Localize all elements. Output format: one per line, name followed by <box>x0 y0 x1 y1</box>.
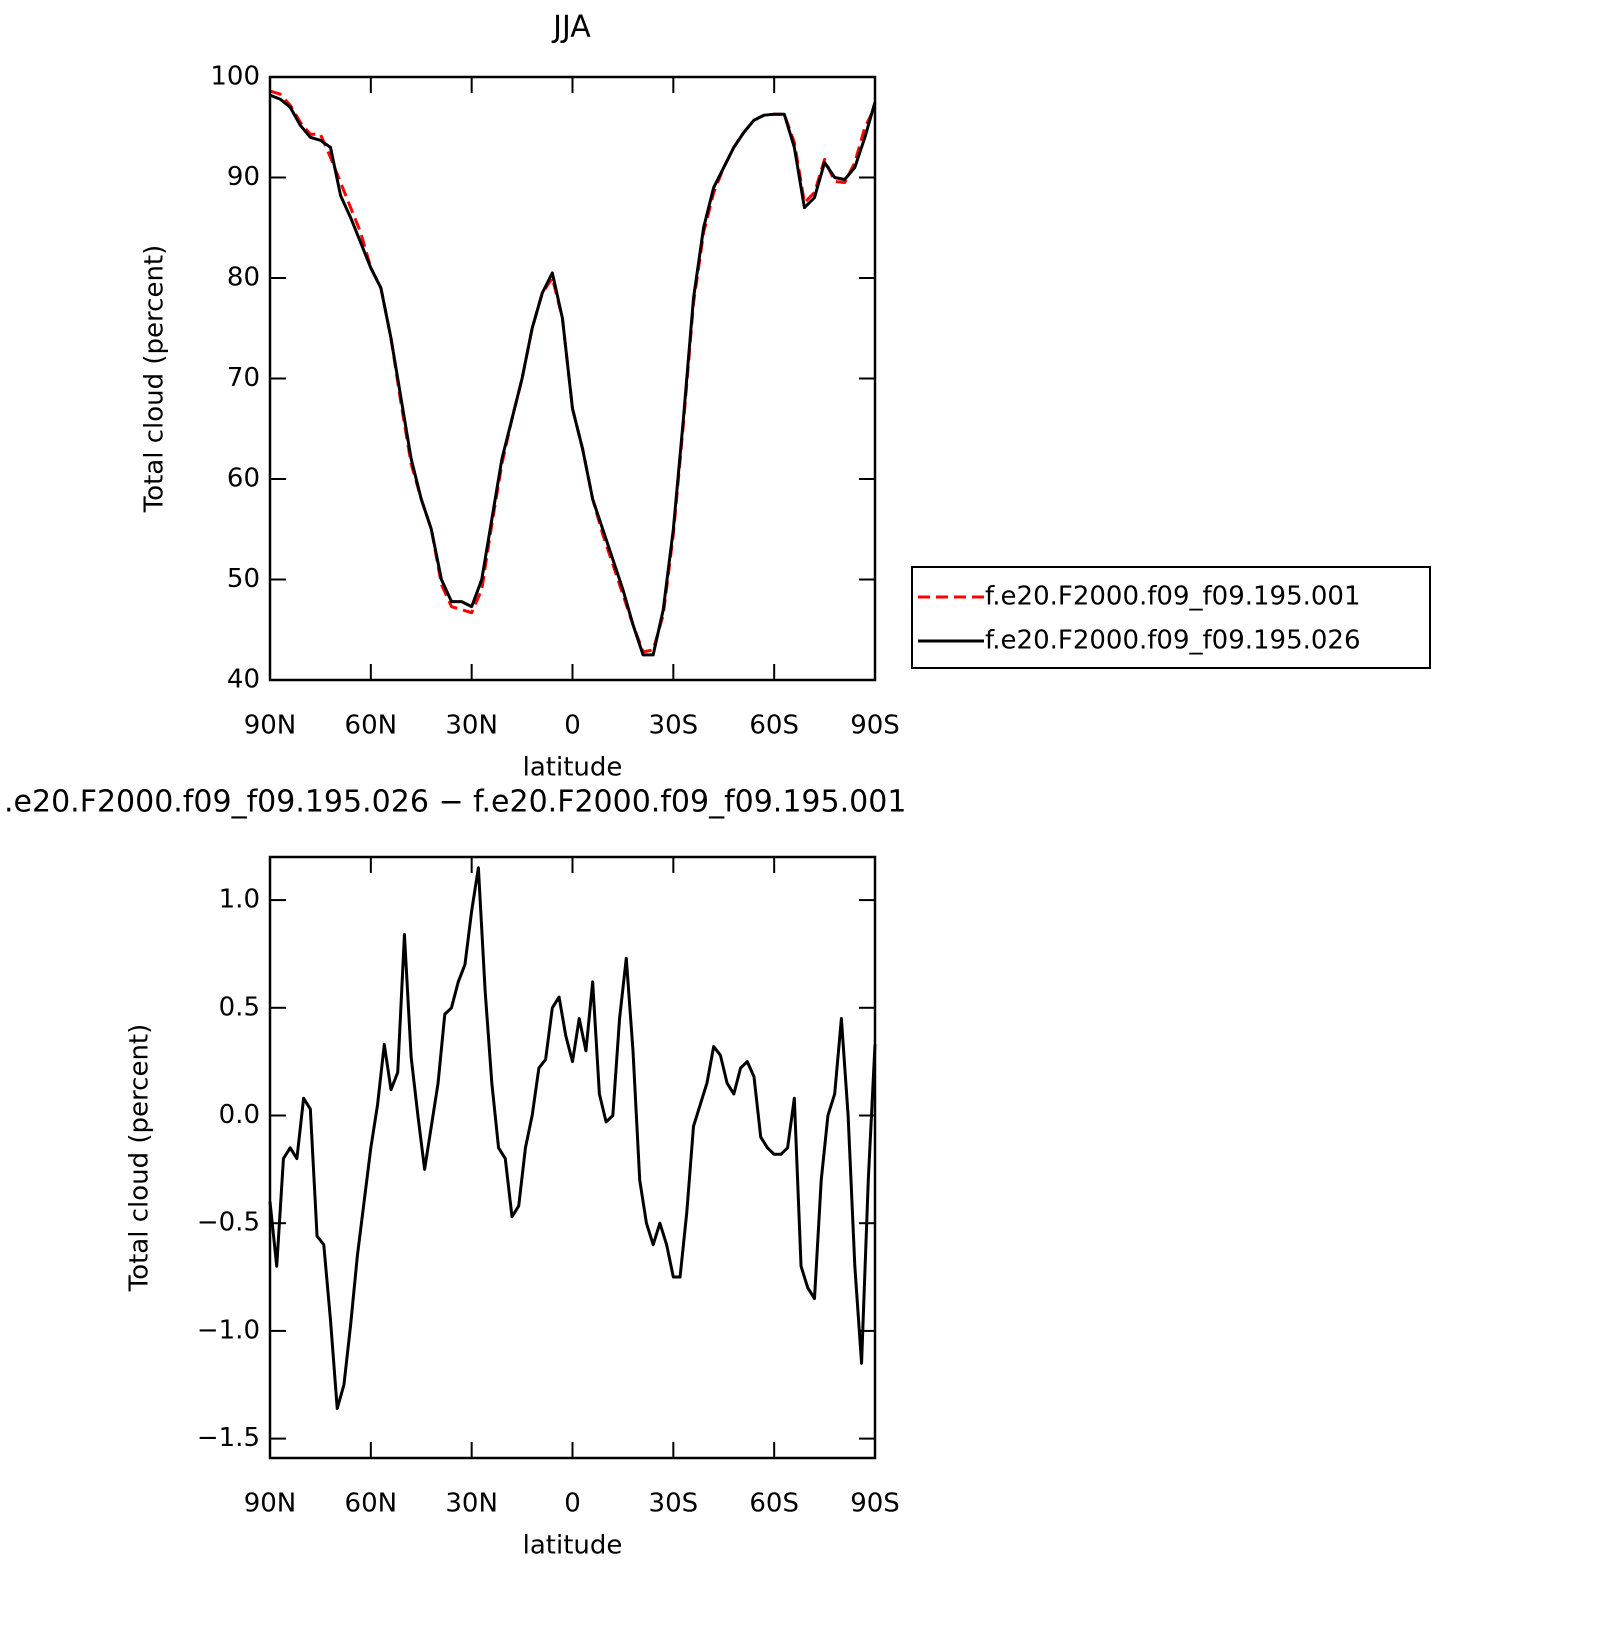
x-tick-label: 60S <box>749 1489 799 1519</box>
data-line <box>269 93 877 657</box>
x-tick-label: 30S <box>649 1489 699 1519</box>
legend-label: f.e20.F2000.f09_f09.195.001 <box>985 582 1361 612</box>
x-tick-label: 0 <box>564 1489 581 1519</box>
x-tick-label: 60N <box>345 711 398 741</box>
y-tick-label: 0.5 <box>219 992 260 1022</box>
x-axis-label: latitude <box>523 1531 623 1561</box>
x-tick-label: 30N <box>445 1489 498 1519</box>
y-tick-label: 0.0 <box>219 1100 260 1130</box>
y-tick-label: 70 <box>227 363 260 393</box>
y-axis-label: Total cloud (percent) <box>125 1024 155 1293</box>
y-tick-label: 1.0 <box>219 885 260 915</box>
x-tick-label: 60N <box>345 1489 398 1519</box>
x-axis-label: latitude <box>523 753 623 783</box>
y-tick-label: 40 <box>227 665 260 695</box>
x-tick-label: 0 <box>564 711 581 741</box>
x-tick-label: 90S <box>850 711 900 741</box>
plot-frame <box>268 75 877 682</box>
chart-title: .e20.F2000.f09_f09.195.026 − f.e20.F2000… <box>4 785 906 820</box>
y-tick-label: 90 <box>227 162 260 192</box>
y-tick-label: 80 <box>227 263 260 293</box>
x-tick-label: 90N <box>244 711 297 741</box>
data-line <box>269 89 877 654</box>
y-tick-label: −1.5 <box>197 1423 260 1453</box>
chart-title: JJA <box>551 10 591 45</box>
y-tick-label: 100 <box>210 62 260 92</box>
data-line <box>268 866 877 1410</box>
y-tick-label: −0.5 <box>197 1208 260 1238</box>
plot-frame <box>268 855 877 1460</box>
y-axis-label: Total cloud (percent) <box>140 245 170 514</box>
legend-box <box>911 566 1431 669</box>
x-tick-label: 90N <box>244 1489 297 1519</box>
x-tick-label: 30S <box>649 711 699 741</box>
x-tick-label: 60S <box>749 711 799 741</box>
y-tick-label: 60 <box>227 464 260 494</box>
y-tick-label: −1.0 <box>197 1315 260 1345</box>
y-tick-label: 50 <box>227 564 260 594</box>
x-tick-label: 90S <box>850 1489 900 1519</box>
x-tick-label: 30N <box>445 711 498 741</box>
legend-label: f.e20.F2000.f09_f09.195.026 <box>985 626 1361 656</box>
